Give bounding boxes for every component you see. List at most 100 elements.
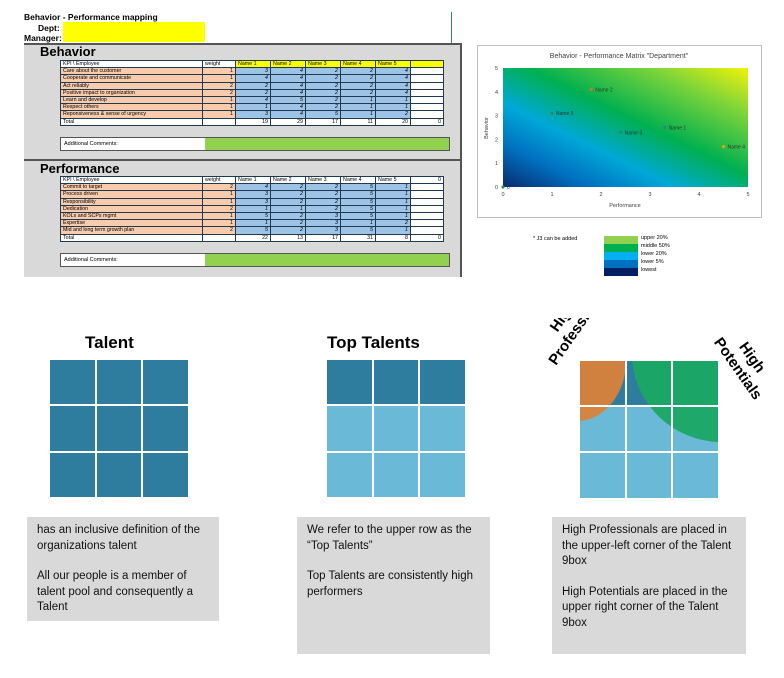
score-cell[interactable]: 4: [235, 74, 271, 83]
kpi-weight[interactable]: 1: [202, 103, 236, 112]
score-cell[interactable]: 1: [375, 197, 411, 206]
score-cell[interactable]: 1: [375, 183, 411, 192]
score-cell[interactable]: 4: [375, 67, 411, 76]
score-cell[interactable]: 1: [375, 190, 411, 199]
score-cell[interactable]: 1: [235, 219, 271, 228]
score-cell[interactable]: 1: [375, 204, 411, 214]
extra-cell[interactable]: [410, 204, 444, 214]
score-cell[interactable]: 5: [270, 96, 306, 105]
extra-cell[interactable]: [410, 81, 444, 90]
score-cell[interactable]: 1: [340, 96, 376, 105]
score-cell[interactable]: 2: [270, 212, 306, 221]
score-cell[interactable]: 4: [270, 88, 306, 98]
score-cell[interactable]: 2: [235, 81, 271, 90]
extra-cell[interactable]: [410, 226, 444, 235]
kpi-weight[interactable]: 2: [202, 226, 236, 235]
score-cell[interactable]: 2: [375, 110, 411, 119]
score-cell[interactable]: 3: [235, 190, 271, 199]
score-cell[interactable]: 4: [235, 183, 271, 192]
comments-input[interactable]: [205, 254, 449, 266]
kpi-weight[interactable]: 1: [202, 67, 236, 76]
kpi-weight[interactable]: 1: [202, 110, 236, 119]
score-cell[interactable]: 3: [305, 212, 341, 221]
kpi-weight[interactable]: 1: [202, 74, 236, 83]
score-cell[interactable]: 1: [235, 204, 271, 214]
extra-cell[interactable]: [410, 88, 444, 98]
score-cell[interactable]: 4: [270, 103, 306, 112]
score-cell[interactable]: 1: [375, 103, 411, 112]
comments-input[interactable]: [205, 138, 449, 150]
kpi-weight[interactable]: 1: [202, 197, 236, 206]
score-cell[interactable]: 4: [235, 96, 271, 105]
score-cell[interactable]: 3: [235, 67, 271, 76]
score-cell[interactable]: 1: [340, 219, 376, 228]
extra-cell[interactable]: [410, 96, 444, 105]
score-cell[interactable]: 4: [375, 88, 411, 98]
data-point[interactable]: [619, 130, 623, 134]
score-cell[interactable]: 2: [305, 67, 341, 76]
dept-input[interactable]: [63, 22, 205, 42]
score-cell[interactable]: 1: [375, 96, 411, 105]
data-point[interactable]: [550, 111, 554, 115]
kpi-weight[interactable]: 2: [202, 88, 236, 98]
score-cell[interactable]: 4: [270, 110, 306, 119]
score-cell[interactable]: 3: [235, 110, 271, 119]
score-cell[interactable]: 1: [340, 110, 376, 119]
kpi-weight[interactable]: 1: [202, 96, 236, 105]
data-point[interactable]: [501, 185, 505, 189]
score-cell[interactable]: 5: [340, 190, 376, 199]
kpi-weight[interactable]: 2: [202, 204, 236, 214]
score-cell[interactable]: 2: [305, 96, 341, 105]
score-cell[interactable]: 2: [305, 74, 341, 83]
score-cell[interactable]: 2: [305, 190, 341, 199]
data-point[interactable]: [589, 87, 593, 92]
score-cell[interactable]: 5: [340, 226, 376, 235]
score-cell[interactable]: 5: [235, 226, 271, 235]
kpi-weight[interactable]: 2: [202, 183, 236, 192]
score-cell[interactable]: 2: [270, 190, 306, 199]
score-cell[interactable]: 2: [340, 67, 376, 76]
score-cell[interactable]: 1: [235, 103, 271, 112]
score-cell[interactable]: 4: [375, 74, 411, 83]
score-cell[interactable]: 2: [305, 81, 341, 90]
score-cell[interactable]: 3: [235, 197, 271, 206]
score-cell[interactable]: 2: [375, 219, 411, 228]
extra-cell[interactable]: [410, 197, 444, 206]
extra-cell[interactable]: [410, 183, 444, 192]
score-cell[interactable]: 2: [270, 226, 306, 235]
score-cell[interactable]: 5: [340, 197, 376, 206]
score-cell[interactable]: 5: [305, 110, 341, 119]
score-cell[interactable]: 1: [375, 212, 411, 221]
score-cell[interactable]: 2: [305, 183, 341, 192]
score-cell[interactable]: 1: [270, 204, 306, 214]
score-cell[interactable]: 2: [305, 197, 341, 206]
score-cell[interactable]: 1: [340, 103, 376, 112]
score-cell[interactable]: 3: [305, 219, 341, 228]
score-cell[interactable]: 5: [340, 204, 376, 214]
score-cell[interactable]: 5: [340, 183, 376, 192]
score-cell[interactable]: 2: [340, 74, 376, 83]
score-cell[interactable]: 2: [305, 103, 341, 112]
score-cell[interactable]: 4: [375, 81, 411, 90]
score-cell[interactable]: 2: [340, 88, 376, 98]
kpi-weight[interactable]: 2: [202, 81, 236, 90]
score-cell[interactable]: 5: [235, 212, 271, 221]
score-cell[interactable]: 1: [375, 226, 411, 235]
score-cell[interactable]: 2: [340, 81, 376, 90]
extra-cell[interactable]: [410, 212, 444, 221]
kpi-weight[interactable]: 1: [202, 212, 236, 221]
score-cell[interactable]: 2: [270, 197, 306, 206]
extra-cell[interactable]: [410, 219, 444, 228]
score-cell[interactable]: 2: [235, 88, 271, 98]
extra-cell[interactable]: [410, 110, 444, 119]
extra-cell[interactable]: [410, 190, 444, 199]
score-cell[interactable]: 2: [305, 88, 341, 98]
data-point[interactable]: [721, 144, 726, 149]
score-cell[interactable]: 5: [340, 212, 376, 221]
score-cell[interactable]: 2: [270, 183, 306, 192]
extra-cell[interactable]: [410, 67, 444, 76]
score-cell[interactable]: 4: [270, 67, 306, 76]
score-cell[interactable]: 4: [270, 74, 306, 83]
kpi-weight[interactable]: 1: [202, 219, 236, 228]
score-cell[interactable]: 3: [305, 226, 341, 235]
